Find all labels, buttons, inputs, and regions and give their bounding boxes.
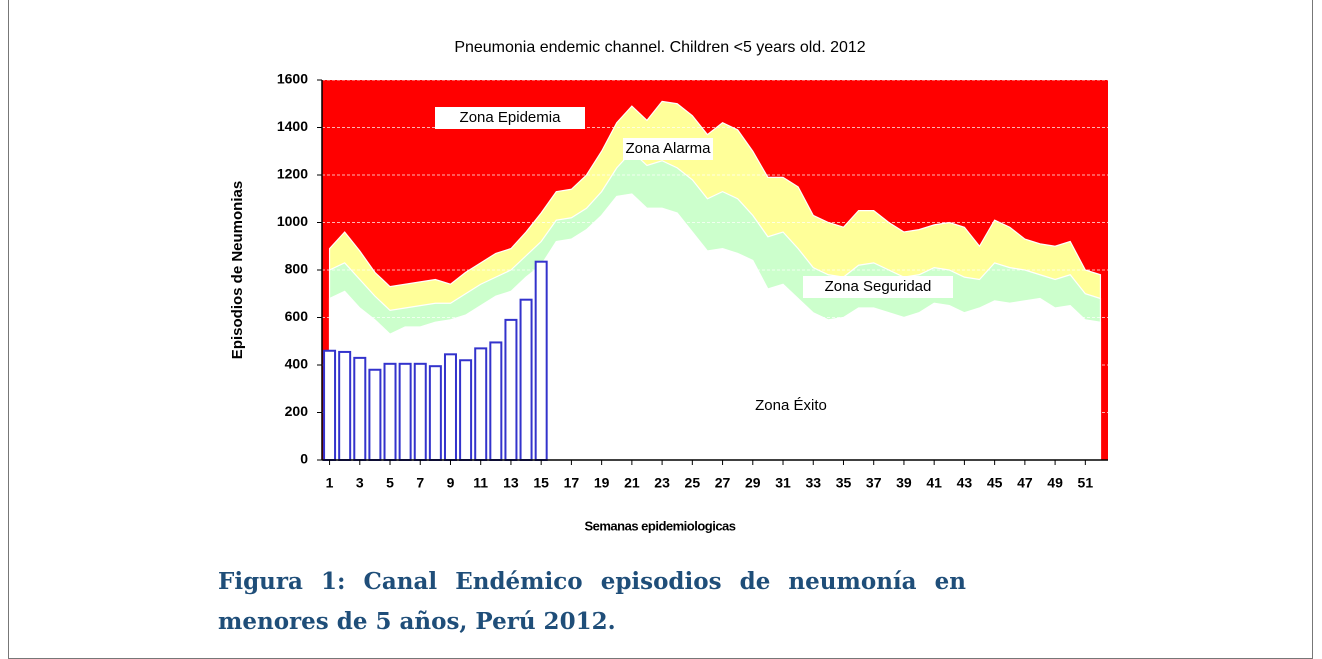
x-tick-label: 9 — [447, 475, 455, 491]
x-tick-label: 35 — [836, 475, 852, 491]
x-tick-label: 3 — [356, 475, 364, 491]
case-bar — [383, 362, 397, 461]
x-tick-label: 29 — [745, 475, 761, 491]
y-tick-label: 1400 — [277, 118, 308, 134]
x-tick-label: 47 — [1017, 475, 1033, 491]
case-bar — [353, 356, 367, 461]
chart-title: Pneumonia endemic channel. Children <5 y… — [454, 39, 865, 56]
x-tick-label: 43 — [957, 475, 973, 491]
x-tick-label: 25 — [685, 475, 701, 491]
y-tick-label: 600 — [285, 308, 309, 324]
y-tick-label: 1600 — [277, 71, 308, 87]
x-tick-label: 23 — [654, 475, 670, 491]
x-tick-label: 5 — [386, 475, 394, 491]
x-tick-label: 15 — [533, 475, 549, 491]
x-tick-label: 51 — [1078, 475, 1094, 491]
zone-label-box — [623, 138, 713, 160]
case-bar — [368, 368, 382, 461]
case-bar — [428, 365, 442, 461]
case-bar — [338, 350, 352, 461]
case-bar — [504, 318, 518, 461]
zone-label-box — [803, 276, 953, 298]
case-bar — [398, 362, 412, 461]
case-bar — [323, 349, 337, 461]
case-bar — [443, 353, 457, 461]
x-tick-label: 31 — [775, 475, 791, 491]
y-tick-label: 0 — [300, 451, 308, 467]
y-tick-label: 1000 — [277, 213, 308, 229]
case-bar — [474, 347, 488, 461]
zone-label-box — [435, 107, 585, 129]
case-bar — [534, 260, 548, 461]
x-tick-label: 11 — [473, 475, 488, 491]
zone-label: Zona Alarma — [625, 140, 711, 157]
case-bar — [459, 359, 473, 461]
zone-label: Zona Epidemia — [460, 109, 562, 126]
case-bar — [489, 341, 503, 461]
zone-label: Zona Éxito — [755, 397, 827, 414]
y-tick-label: 800 — [285, 261, 309, 277]
x-tick-label: 17 — [564, 475, 580, 491]
x-tick-label: 45 — [987, 475, 1003, 491]
x-tick-label: 39 — [896, 475, 912, 491]
x-tick-label: 7 — [416, 475, 424, 491]
case-bar — [519, 298, 533, 461]
x-tick-label: 49 — [1047, 475, 1063, 491]
y-axis-label: Episodios de Neumonias — [229, 181, 246, 359]
caption: Figura 1: Canal Endémico episodios de ne… — [218, 568, 966, 635]
x-tick-label: 37 — [866, 475, 882, 491]
x-tick-label: 41 — [926, 475, 942, 491]
x-tick-label: 27 — [715, 475, 731, 491]
x-tick-label: 33 — [805, 475, 821, 491]
x-tick-label: 13 — [503, 475, 519, 491]
x-tick-label: 19 — [594, 475, 610, 491]
y-tick-label: 1200 — [277, 166, 308, 182]
zone-label: Zona Seguridad — [825, 278, 932, 295]
x-tick-label: 1 — [326, 475, 334, 491]
x-axis-label: Semanas epidemiologicas — [584, 518, 735, 533]
x-tick-label: 21 — [624, 475, 640, 491]
y-tick-label: 400 — [285, 356, 309, 372]
case-bar — [413, 362, 427, 461]
chart: Pneumonia endemic channel. Children <5 y… — [229, 39, 1108, 533]
y-tick-label: 200 — [285, 403, 309, 419]
